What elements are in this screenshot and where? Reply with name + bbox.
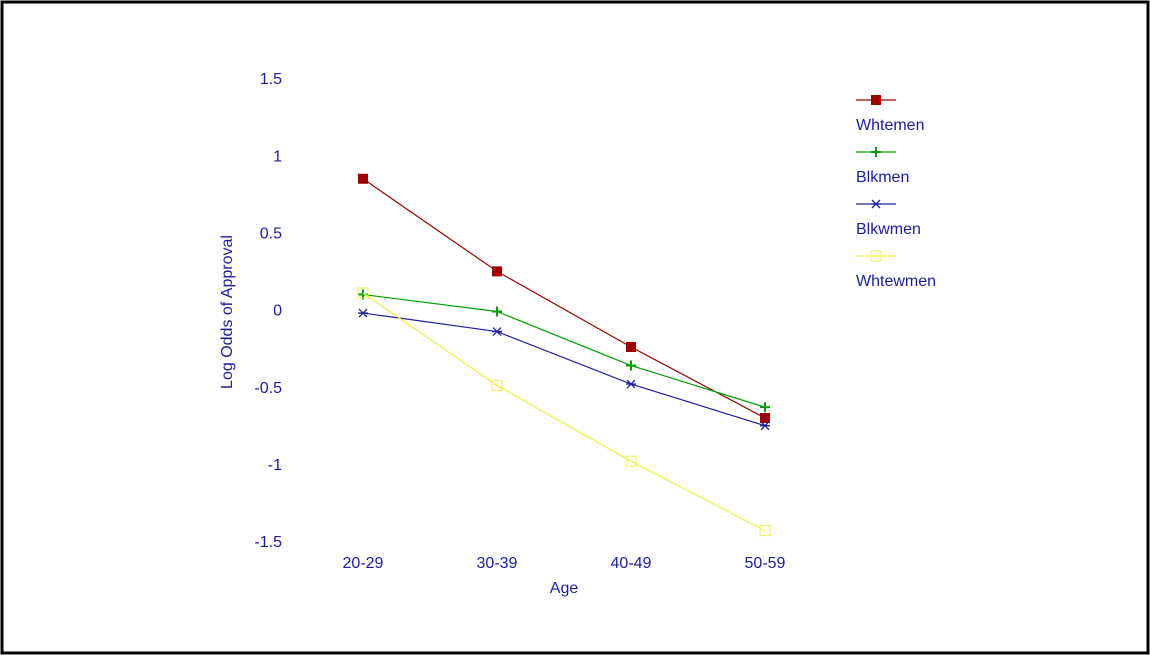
series-line (362, 178, 766, 419)
marker (491, 380, 503, 392)
marker (492, 327, 502, 337)
y-tick-label: -0.5 (254, 380, 282, 397)
marker (626, 379, 636, 389)
legend-label: Blkmen (856, 169, 909, 186)
x-tick-label: 40-49 (611, 555, 652, 572)
marker (625, 455, 637, 467)
marker (760, 421, 770, 431)
y-tick-label: -1 (268, 457, 282, 474)
marker (492, 266, 502, 277)
legend-label: Blkwmen (856, 221, 921, 238)
x-tick-label: 50-59 (745, 555, 786, 572)
marker (357, 287, 369, 299)
legend-marker (871, 199, 881, 209)
marker (760, 412, 770, 423)
legend-marker (870, 250, 882, 262)
marker (626, 341, 636, 352)
series-line (362, 292, 766, 532)
y-tick-label: 0.5 (260, 226, 282, 243)
legend-label: Whtewmen (856, 273, 936, 290)
x-axis-label: Age (550, 580, 579, 597)
marker (760, 402, 770, 413)
y-tick-label: -1.5 (254, 534, 282, 551)
y-tick-label: 1.5 (260, 71, 282, 88)
marker (358, 173, 368, 184)
x-tick-label: 30-39 (477, 555, 518, 572)
y-tick-label: 0 (273, 303, 282, 320)
legend-marker (871, 95, 881, 105)
x-tick-label: 20-29 (343, 555, 384, 572)
series-line (362, 293, 766, 408)
legend-label: Whtemen (856, 117, 924, 134)
y-axis-label: Log Odds of Approval (219, 235, 236, 389)
marker (358, 308, 368, 318)
marker (626, 360, 636, 371)
marker (492, 306, 502, 317)
legend-marker (871, 147, 881, 157)
marker (759, 525, 771, 537)
series-line (362, 312, 766, 427)
y-tick-label: 1 (273, 148, 282, 165)
